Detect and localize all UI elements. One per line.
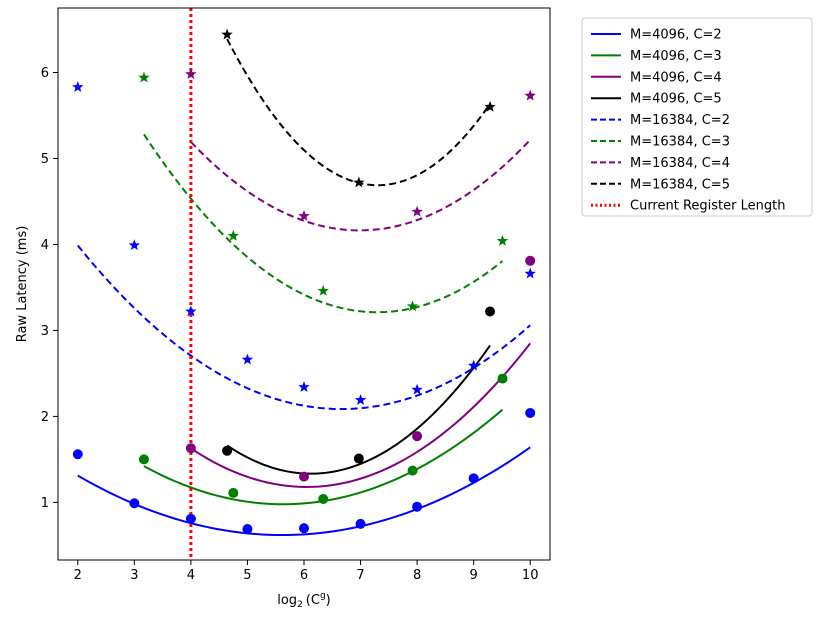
legend: M=4096, C=2 M=4096, C=3 M=4096, C=4 M=4096,… <box>581 17 813 217</box>
legend-label: M=4096, C=2 <box>630 28 722 43</box>
data-point-star <box>496 235 509 246</box>
x-tick-label: 4 <box>187 568 195 583</box>
x-axis: 2 3 4 5 6 7 8 9 10 <box>74 560 539 583</box>
data-point-star <box>406 300 419 312</box>
data-point-star <box>185 305 197 317</box>
data-point-circle <box>525 407 536 418</box>
series-line <box>77 446 531 537</box>
x-axis-label-base: log <box>277 593 297 608</box>
data-point-star <box>185 68 197 80</box>
legend-label: M=16384, C=5 <box>630 177 730 192</box>
x-axis-label-open: (C <box>306 593 320 608</box>
x-tick-label: 10 <box>522 568 539 583</box>
y-tick-label: 6 <box>41 66 49 81</box>
data-point-circle <box>318 493 329 504</box>
series-line <box>143 133 504 314</box>
legend-label: M=4096, C=5 <box>630 92 722 107</box>
data-point-circle <box>485 306 496 317</box>
x-axis-label-sup: g <box>320 591 326 601</box>
x-tick-label: 3 <box>130 568 138 583</box>
data-point-star <box>128 239 141 251</box>
data-point-star <box>241 353 254 365</box>
data-point-star <box>227 229 240 241</box>
data-point-circle <box>222 445 233 456</box>
data-point-star <box>411 383 423 395</box>
legend-label: M=16384, C=2 <box>630 113 730 128</box>
legend-label: M=16384, C=4 <box>630 156 730 171</box>
y-tick-label: 1 <box>41 496 49 511</box>
series-line <box>190 342 531 488</box>
series-markers <box>72 28 536 535</box>
x-tick-label: 9 <box>470 568 478 583</box>
data-point-star <box>317 284 329 296</box>
x-tick-label: 7 <box>356 568 364 583</box>
data-point-circle <box>185 443 196 454</box>
data-point-circle <box>525 255 536 266</box>
x-axis-label-close: ) <box>326 593 331 608</box>
y-tick-label: 5 <box>41 152 49 167</box>
data-point-circle <box>355 518 366 529</box>
x-tick-label: 5 <box>243 568 251 583</box>
data-point-circle <box>242 524 253 535</box>
legend-label: M=4096, C=3 <box>630 49 722 64</box>
legend-label: M=4096, C=4 <box>630 70 722 85</box>
legend-frame <box>581 17 813 217</box>
data-point-star <box>524 267 536 279</box>
data-point-star <box>524 89 536 101</box>
data-point-circle <box>299 523 309 534</box>
y-tick-label: 2 <box>41 410 49 425</box>
data-point-circle <box>407 465 418 476</box>
data-point-star <box>354 394 367 405</box>
legend-label: Current Register Length <box>630 199 785 214</box>
data-point-circle <box>353 453 364 464</box>
data-point-star <box>72 81 84 92</box>
series-line <box>77 244 531 411</box>
data-point-star <box>467 359 480 371</box>
x-tick-label: 6 <box>300 568 308 583</box>
data-point-star <box>138 71 150 83</box>
data-point-circle <box>72 449 83 460</box>
data-point-circle <box>138 454 149 465</box>
data-point-star <box>221 28 233 40</box>
plot-background <box>58 8 550 560</box>
legend-label: M=16384, C=3 <box>630 135 730 150</box>
data-point-circle <box>299 471 309 482</box>
data-point-circle <box>228 487 239 498</box>
data-point-circle <box>129 498 140 509</box>
x-axis-label: log2 (Cg) <box>277 591 331 610</box>
data-point-circle <box>412 431 423 442</box>
y-tick-label: 3 <box>41 324 49 339</box>
y-tick-label: 4 <box>41 238 49 253</box>
data-point-star <box>411 205 423 217</box>
x-tick-label: 8 <box>413 568 421 583</box>
data-point-circle <box>468 473 479 484</box>
series-line <box>226 344 491 475</box>
data-point-circle <box>185 513 196 524</box>
data-point-circle <box>412 501 423 512</box>
y-axis: 1 2 3 4 5 6 <box>41 66 58 511</box>
data-point-star <box>298 210 310 221</box>
data-point-circle <box>497 373 508 384</box>
data-point-star <box>353 176 365 188</box>
x-tick-label: 2 <box>74 568 82 583</box>
data-point-star <box>298 381 310 393</box>
data-point-star <box>484 100 496 112</box>
x-axis-label-sub: 2 <box>297 600 303 610</box>
y-axis-label: Raw Latency (ms) <box>15 226 30 343</box>
